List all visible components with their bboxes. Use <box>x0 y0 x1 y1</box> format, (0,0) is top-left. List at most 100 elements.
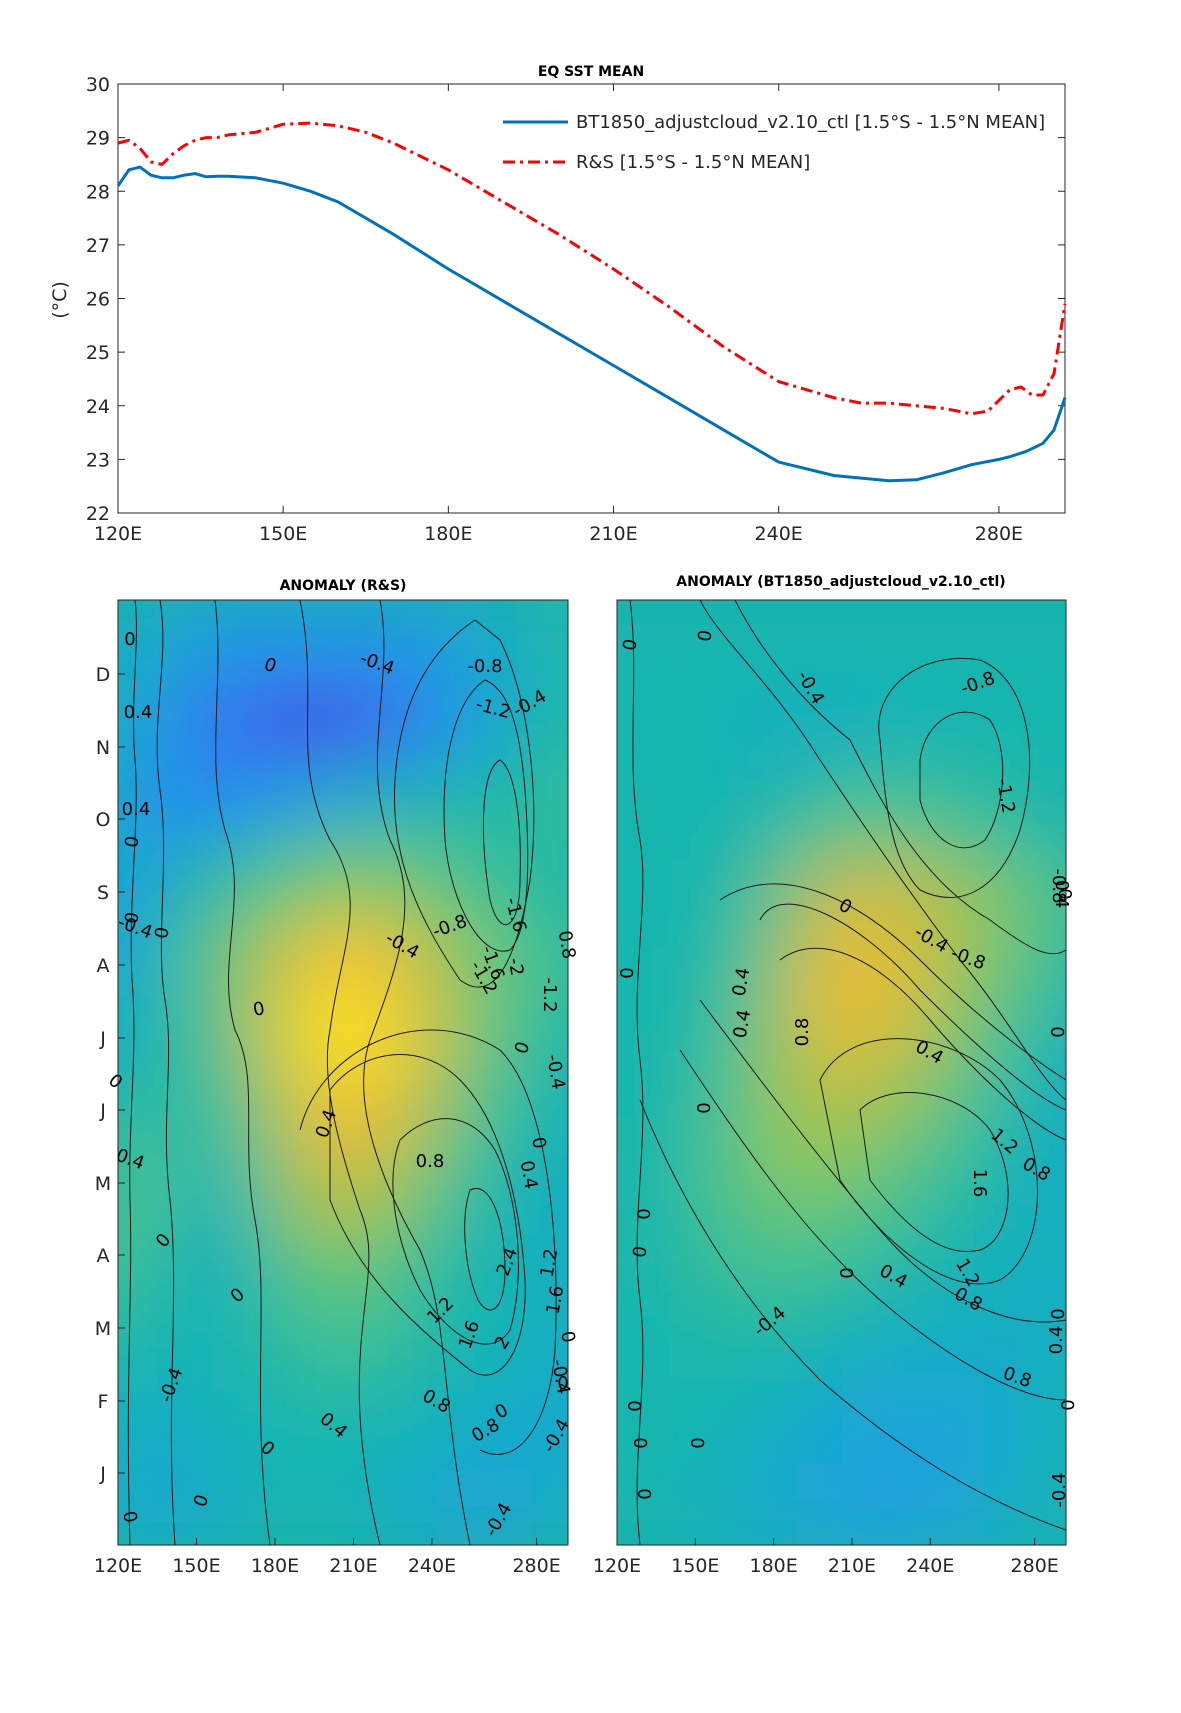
heatmap-cell <box>983 855 1033 946</box>
heatmap-cell <box>343 755 392 839</box>
heatmap-cell <box>533 913 568 996</box>
heatmap-cell <box>295 834 344 917</box>
heatmap-cell <box>390 991 439 1075</box>
heatmap-cell <box>295 1228 344 1311</box>
legend: BT1850_adjustcloud_v2.10_ctl [1.5°S - 1.… <box>503 112 1045 173</box>
heatmap-cells <box>58 600 568 1545</box>
heatmap-cell <box>200 1070 249 1154</box>
heatmap-cell <box>533 1306 568 1390</box>
heatmap-cell <box>248 1464 297 1545</box>
heatmap-cell <box>153 913 202 996</box>
heatmap-cell <box>200 1464 249 1545</box>
y-ticks: 22 23 24 25 26 27 28 29 30 <box>86 74 1065 525</box>
contour-label: 0 <box>634 1208 655 1219</box>
x-tick-label: 280E <box>512 1555 560 1577</box>
y-tick-label: D <box>96 664 111 686</box>
x-tick-label: 210E <box>589 523 637 545</box>
x-tick-label: 210E <box>329 1555 377 1577</box>
heatmap-cell <box>1079 1371 1127 1461</box>
contour-label: 0 <box>1058 1399 1079 1410</box>
heatmap-cell <box>699 941 748 1032</box>
x-tick-label: 120E <box>94 523 142 545</box>
contour-label: 0 <box>251 998 266 1021</box>
heatmap-cell <box>699 1371 748 1462</box>
heatmap-cell <box>1031 1457 1066 1545</box>
heatmap-cell <box>390 1385 439 1469</box>
heatmap-cell <box>841 1457 890 1545</box>
heatmap-cell <box>343 834 392 917</box>
heatmap-cell <box>888 1285 938 1376</box>
contour-label: 0.8 <box>792 1018 813 1047</box>
heatmap-cell <box>746 1285 796 1376</box>
heatmap-cell <box>983 1457 1033 1545</box>
heatmap-cell <box>699 1199 748 1290</box>
heatmap-cell <box>58 834 107 917</box>
y-tick-label: 28 <box>86 181 110 203</box>
heatmap-cell <box>153 600 202 681</box>
heatmap-cell <box>841 1371 890 1462</box>
contour-label: 0.8 <box>416 1151 445 1172</box>
heatmap-cell <box>295 1070 344 1154</box>
heatmap-cell <box>390 755 439 839</box>
heatmap-cell <box>200 1306 249 1390</box>
heatmap-cell <box>1031 1285 1066 1376</box>
heatmap-cell <box>794 1371 843 1462</box>
y-tick-label: J <box>99 1028 106 1050</box>
heatmap-cell <box>390 1070 439 1154</box>
heatmap-cell <box>248 600 297 681</box>
heatmap-cell <box>118 991 154 1075</box>
y-tick-label: A <box>97 955 110 977</box>
heatmap-cell <box>485 1228 534 1311</box>
heatmap-cell <box>794 600 843 688</box>
heatmap-cell <box>485 913 534 996</box>
heatmap-cell <box>343 1070 392 1154</box>
heatmap-cell <box>983 941 1033 1032</box>
contour-line <box>859 1092 1009 1252</box>
heatmap-cell <box>936 769 985 860</box>
contour-label: 0 <box>1048 1026 1069 1037</box>
heatmap-cell <box>794 683 843 774</box>
heatmap-cell <box>1079 1113 1127 1203</box>
chart-title: ANOMALY (R&S) <box>280 578 407 594</box>
heatmap-cell <box>118 1228 154 1311</box>
heatmap-cell <box>390 1228 439 1311</box>
heatmap-cell <box>699 600 748 688</box>
heatmap-cell <box>295 1306 344 1390</box>
contour-label: 0 <box>124 629 135 650</box>
contour-line <box>699 999 1066 1323</box>
heatmap-cell <box>746 855 796 946</box>
heatmap-cell <box>485 676 534 760</box>
contour-line <box>299 1029 557 1455</box>
contour-label: 0 <box>617 967 638 978</box>
heatmap-cell <box>888 769 938 860</box>
heatmap-cell <box>936 1113 985 1204</box>
y-tick-label: M <box>95 1318 111 1340</box>
heatmap-cell <box>699 1113 748 1204</box>
contour-label: 0 <box>556 1329 579 1344</box>
heatmap-cell <box>438 991 487 1075</box>
heatmap-cell <box>200 755 249 839</box>
x-ticks: 120E 150E 180E 210E 240E 280E <box>593 1538 1059 1577</box>
heatmap-cell <box>983 1027 1033 1118</box>
heatmap-cell <box>343 676 392 760</box>
heatmap-cell <box>533 755 568 839</box>
heatmap-cell <box>248 991 297 1075</box>
heatmap-cell <box>533 1070 568 1154</box>
heatmap-cell <box>699 1027 748 1118</box>
heatmap-cell <box>248 1228 297 1311</box>
heatmap-cell <box>746 1457 796 1545</box>
x-ticks: 120E 150E 180E 210E 240E 280E <box>94 84 1023 545</box>
heatmap-cell <box>1031 855 1066 946</box>
heatmap-cell <box>888 1199 938 1290</box>
contour-label: -2 <box>504 956 528 977</box>
contour-label: 0.4 <box>730 1008 756 1040</box>
heatmap-cell <box>1079 1285 1127 1375</box>
y-tick-label: 29 <box>86 128 110 150</box>
heatmap-cell <box>651 855 701 946</box>
heatmap-cell <box>248 755 297 839</box>
heatmap-cell <box>438 1070 487 1154</box>
heatmap-cell <box>200 1228 249 1311</box>
x-tick-label: 240E <box>906 1555 954 1577</box>
contour-line <box>819 1038 1038 1285</box>
contour-labels: 00-0.4 -0.8-1.200.400-0.4-0.80.4 0.80.4001… <box>617 628 1079 1507</box>
